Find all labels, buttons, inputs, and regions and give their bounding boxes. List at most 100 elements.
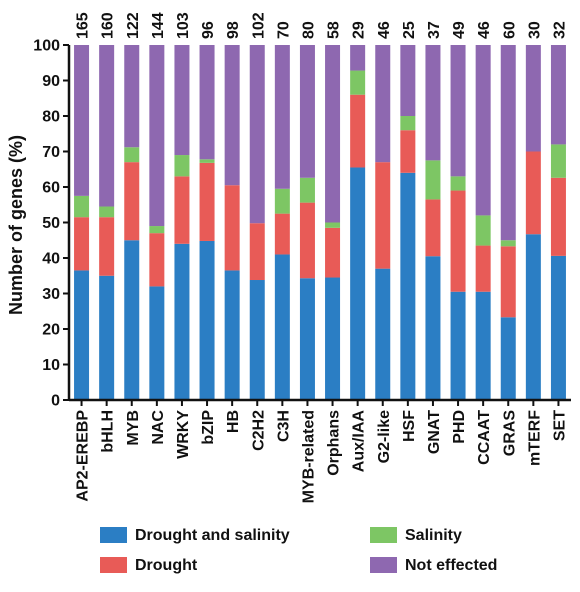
bar-segment-not-effected-0 bbox=[74, 45, 90, 196]
bar-segment-not-effected-4 bbox=[174, 45, 190, 156]
x-tick-label: Aux/IAA bbox=[351, 410, 368, 473]
bar-segment-drought-4 bbox=[174, 176, 190, 244]
legend-swatch-not-effected bbox=[370, 557, 397, 573]
bar-segment-drought-15 bbox=[450, 190, 466, 292]
bar-segment-drought-and-salinity-12 bbox=[375, 268, 391, 400]
x-tick-label: C3H bbox=[275, 410, 292, 442]
bar-count-label: 165 bbox=[75, 12, 92, 39]
bar-segment-salinity-8 bbox=[274, 188, 290, 214]
bar-segment-drought-and-salinity-8 bbox=[274, 254, 290, 400]
y-tick-label: 40 bbox=[42, 251, 60, 268]
bar-segment-salinity-4 bbox=[174, 155, 190, 177]
bar-segment-drought-7 bbox=[249, 223, 265, 281]
bar-segment-not-effected-2 bbox=[124, 45, 140, 148]
bar-segment-drought-and-salinity-1 bbox=[99, 275, 115, 400]
bar-segment-not-effected-5 bbox=[199, 45, 215, 160]
bar-segment-drought-1 bbox=[99, 217, 115, 276]
legend-label-salinity: Salinity bbox=[405, 527, 462, 544]
bar-segment-drought-and-salinity-3 bbox=[149, 286, 165, 400]
x-tick-label: HSF bbox=[401, 410, 418, 442]
bar-segment-salinity-14 bbox=[425, 160, 441, 200]
bar-segment-drought-6 bbox=[224, 185, 240, 271]
legend-swatch-salinity bbox=[370, 527, 397, 543]
bar-segment-salinity-1 bbox=[99, 206, 115, 218]
bar-count-label: 58 bbox=[326, 21, 343, 39]
bar-segment-drought-5 bbox=[199, 162, 215, 241]
bar-count-label: 49 bbox=[451, 21, 468, 39]
legend-label-not-effected: Not effected bbox=[405, 557, 497, 574]
bar-segment-drought-18 bbox=[525, 151, 541, 235]
bar-segment-not-effected-3 bbox=[149, 45, 165, 227]
x-tick-label: GNAT bbox=[426, 410, 443, 454]
bar-segment-drought-and-salinity-10 bbox=[325, 277, 341, 400]
x-tick-label: G2-like bbox=[376, 410, 393, 463]
bar-segment-not-effected-19 bbox=[550, 45, 566, 145]
bar-segment-salinity-15 bbox=[450, 176, 466, 191]
bar-segment-drought-and-salinity-6 bbox=[224, 270, 240, 400]
legend-swatch-drought-and-salinity bbox=[100, 527, 127, 543]
y-tick-label: 10 bbox=[42, 357, 60, 374]
y-tick-label: 70 bbox=[42, 144, 60, 161]
bar-segment-drought-13 bbox=[400, 130, 416, 173]
bar-segment-drought-and-salinity-7 bbox=[249, 280, 265, 400]
bar-segment-drought-8 bbox=[274, 213, 290, 255]
x-tick-label: MYB-related bbox=[300, 410, 317, 503]
x-tick-label: HB bbox=[225, 410, 242, 433]
bar-segment-drought-and-salinity-13 bbox=[400, 172, 416, 400]
bar-segment-drought-and-salinity-19 bbox=[550, 255, 566, 400]
y-tick-label: 60 bbox=[42, 180, 60, 197]
bar-segment-drought-2 bbox=[124, 162, 140, 241]
bar-segment-salinity-5 bbox=[199, 159, 215, 163]
bar-segment-drought-11 bbox=[350, 94, 366, 168]
bar-segment-drought-12 bbox=[375, 162, 391, 269]
y-tick-label: 100 bbox=[33, 38, 60, 55]
bar-segment-not-effected-12 bbox=[375, 45, 391, 163]
x-tick-label: SET bbox=[551, 410, 568, 441]
bar-count-label: 160 bbox=[100, 12, 117, 39]
bar-segment-salinity-3 bbox=[149, 226, 165, 234]
plot-area bbox=[74, 45, 566, 400]
bar-segment-drought-and-salinity-14 bbox=[425, 256, 441, 400]
bar-segment-not-effected-14 bbox=[425, 45, 441, 161]
bar-segment-drought-9 bbox=[299, 202, 315, 279]
bar-segment-drought-17 bbox=[500, 246, 516, 318]
y-tick-label: 80 bbox=[42, 109, 60, 126]
x-tick-label: mTERF bbox=[526, 410, 543, 466]
y-tick-label: 20 bbox=[42, 322, 60, 339]
bar-segment-drought-and-salinity-17 bbox=[500, 317, 516, 400]
bar-count-label: 70 bbox=[275, 21, 292, 39]
bar-count-label: 37 bbox=[426, 21, 443, 39]
bar-segment-drought-19 bbox=[550, 177, 566, 256]
bar-segment-not-effected-15 bbox=[450, 45, 466, 177]
bar-count-label: 102 bbox=[250, 12, 267, 39]
y-tick-label: 0 bbox=[51, 393, 60, 410]
bar-segment-drought-and-salinity-9 bbox=[299, 278, 315, 400]
bar-count-label: 60 bbox=[501, 21, 518, 39]
x-tick-label: Orphans bbox=[326, 410, 343, 476]
bar-segment-salinity-13 bbox=[400, 116, 416, 131]
legend-label-drought-and-salinity: Drought and salinity bbox=[135, 527, 290, 544]
bar-count-label: 122 bbox=[125, 12, 142, 39]
bar-segment-not-effected-1 bbox=[99, 45, 115, 207]
bar-segment-drought-3 bbox=[149, 233, 165, 287]
axes: 165 AP2-EREBP 160 bHLH 122 MYB 144 NAC 103 WRKY 96… bbox=[33, 12, 571, 503]
bar-segment-not-effected-8 bbox=[274, 45, 290, 189]
x-tick-label: NAC bbox=[150, 410, 167, 445]
legend-swatch-drought bbox=[100, 557, 127, 573]
bar-segment-salinity-11 bbox=[350, 70, 366, 95]
bar-count-label: 32 bbox=[551, 21, 568, 39]
x-tick-label: AP2-EREBP bbox=[75, 410, 92, 502]
bar-segment-salinity-16 bbox=[475, 215, 491, 246]
bar-segment-salinity-0 bbox=[74, 195, 90, 218]
y-tick-label: 90 bbox=[42, 73, 60, 90]
bar-segment-drought-10 bbox=[325, 227, 341, 278]
bar-count-label: 80 bbox=[300, 21, 317, 39]
bar-segment-drought-and-salinity-4 bbox=[174, 243, 190, 400]
x-tick-label: PHD bbox=[451, 410, 468, 444]
bar-count-label: 29 bbox=[351, 21, 368, 39]
bar-segment-drought-and-salinity-18 bbox=[525, 234, 541, 400]
x-tick-label: CCAAT bbox=[476, 410, 493, 465]
bar-segment-salinity-19 bbox=[550, 144, 566, 178]
bar-segment-drought-and-salinity-2 bbox=[124, 240, 140, 400]
